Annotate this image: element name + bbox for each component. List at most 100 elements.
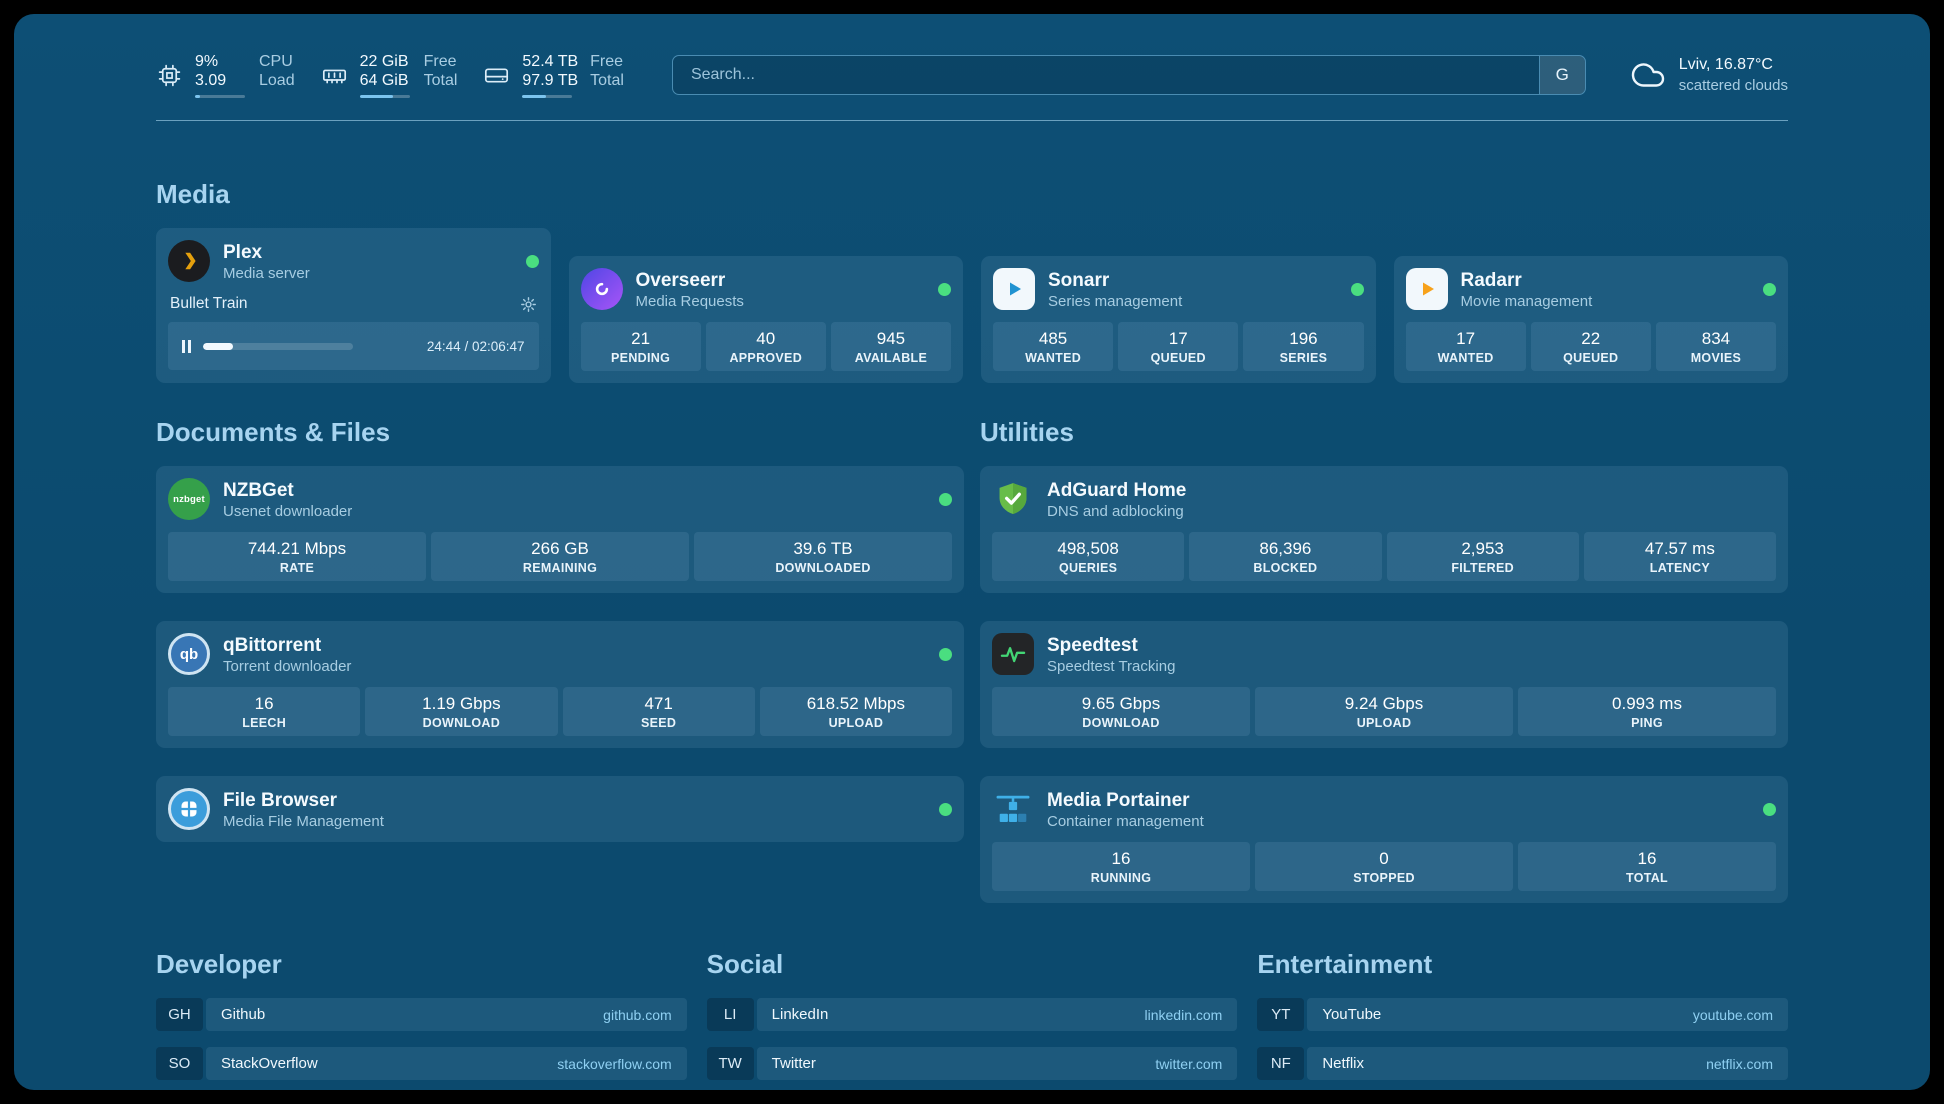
status-dot [939,647,952,661]
settings-icon[interactable] [520,296,537,313]
status-dot [525,254,539,268]
bookmark-group-developer: Developer GH Github github.com SO StackOv… [156,949,687,1090]
search-input[interactable] [672,56,1539,94]
now-playing-title: Bullet Train [170,295,248,312]
bookmark-url: youtube.com [1692,1006,1773,1023]
service-card-qbittorrent[interactable]: qb qBittorrent Torrent downloader 16 LEEC… [156,621,964,748]
service-stats: 485 WANTED 17 QUEUED 196 SERIES [993,322,1364,371]
radarr-icon [1405,268,1448,310]
bookmark-github[interactable]: GH Github github.com [156,998,687,1031]
status-dot [1350,282,1364,296]
weather-widget[interactable]: Lviv, 16.87°C scattered clouds [1630,54,1788,96]
bookmark-linkedin[interactable]: LI LinkedIn linkedin.com [706,998,1238,1031]
player-bar: 24:44 / 02:06:47 [168,322,539,370]
service-subtitle: Media File Management [223,812,384,830]
disk-values: 52.4 TB 97.9 TB [522,52,578,98]
service-subtitle: Series management [1048,292,1183,310]
stat-tile: 196 SERIES [1243,322,1364,371]
weather-condition: scattered clouds [1678,77,1788,94]
documents-heading: Documents & Files [156,417,391,447]
bookmark-url: twitter.com [1155,1055,1223,1072]
stat-tile: 16 RUNNING [992,842,1250,891]
service-card-plex[interactable]: Plex Media server Bullet Train [156,228,551,383]
utilities-heading: Utilities [980,417,1074,447]
service-card-nzbget[interactable]: nzbget NZBGet Usenet downloader 744.21 M… [156,466,964,593]
service-title: Speedtest [1047,634,1138,656]
cpu-percent: 9% [195,53,219,70]
disk-progress-bar [522,95,573,98]
memory-free: 22 GiB [359,53,409,70]
status-dot [1763,282,1776,296]
cpu-icon [158,64,181,86]
cpu-values: 9% 3.09 [195,52,247,98]
service-title: Sonarr [1048,269,1110,291]
service-card-overseerr[interactable]: Overseerr Media Requests 21 PENDING 40 APP… [568,256,963,383]
stat-tile: 22 QUEUED [1530,322,1651,371]
service-title: Radarr [1460,269,1522,291]
stat-tile: 0 STOPPED [1255,842,1513,891]
bookmark-abbr: TW [706,1047,754,1080]
bookmark-stackoverflow[interactable]: SO StackOverflow stackoverflow.com [156,1047,687,1080]
service-stats: 498,508 QUERIES 86,396 BLOCKED 2,953 FILTER… [992,532,1776,581]
stat-tile: 9.24 Gbps UPLOAD [1255,687,1513,736]
stat-tile: 16 TOTAL [1518,842,1776,891]
service-title: NZBGet [223,479,294,501]
section-utilities: Utilities AdGuard Home [980,417,1788,903]
sonarr-icon [993,268,1035,310]
filebrowser-icon [168,788,210,830]
service-subtitle: Speedtest Tracking [1047,657,1176,675]
stat-tile: 834 MOVIES [1655,322,1777,371]
bookmark-abbr: SO [156,1047,203,1080]
bookmark-url: linkedin.com [1144,1006,1223,1023]
service-stats: 16 LEECH 1.19 Gbps DOWNLOAD 471 SEED 618.52… [168,687,952,736]
stat-tile: 21 PENDING [580,322,701,371]
disk-widget: 52.4 TB 97.9 TB Free Total [483,52,624,98]
stat-tile: 618.52 Mbps UPLOAD [759,687,952,736]
service-subtitle: Movie management [1460,292,1593,310]
service-card-sonarr[interactable]: Sonarr Series management 485 WANTED 17 QUE… [981,256,1376,383]
section-media: Media Plex Media server [156,179,1788,383]
service-subtitle: Torrent downloader [223,657,352,675]
entertainment-heading: Entertainment [1257,949,1433,979]
service-stats: 744.21 Mbps RATE 266 GB REMAINING 39.6 TB D… [168,532,952,581]
stat-tile: 1.19 Gbps DOWNLOAD [365,687,558,736]
cpu-load: 3.09 [195,72,227,89]
disk-labels: Free Total [590,53,624,89]
service-card-portainer[interactable]: Media Portainer Container management 16 R… [980,776,1788,903]
cpu-widget: 9% 3.09 CPU Load [156,52,295,98]
plex-icon [168,240,210,282]
developer-heading: Developer [156,949,282,979]
stat-tile: 17 QUEUED [1118,322,1239,371]
stat-tile: 47.57 ms LATENCY [1583,532,1776,581]
cpu-progress-bar [195,95,245,98]
service-subtitle: Media server [223,264,310,282]
bookmark-twitter[interactable]: TW Twitter twitter.com [706,1047,1238,1080]
section-documents: Documents & Files nzbget NZBGet Usenet d… [156,417,964,842]
service-card-adguard[interactable]: AdGuard Home DNS and adblocking 498,508 Q… [980,466,1788,593]
bookmark-netflix[interactable]: NF Netflix netflix.com [1257,1047,1788,1080]
bookmark-youtube[interactable]: YT YouTube youtube.com [1257,998,1788,1031]
status-dot [1763,802,1776,816]
topbar-divider [156,120,1788,121]
playback-progress[interactable] [203,342,353,350]
pause-icon[interactable] [182,339,191,353]
service-stats: 17 WANTED 22 QUEUED 834 MOVIES [1405,322,1777,371]
service-title: Plex [223,241,263,263]
stat-tile: 39.6 TB DOWNLOADED [694,532,952,581]
service-card-radarr[interactable]: Radarr Movie management 17 WANTED 22 QUEUE… [1393,256,1788,383]
search-provider-button[interactable]: G [1538,56,1585,94]
resource-widgets: 9% 3.09 CPU Load 22 GiB [156,52,624,98]
memory-total: 64 GiB [359,72,409,89]
service-subtitle: Media Requests [635,292,744,310]
disk-total: 97.9 TB [522,72,579,89]
service-title: AdGuard Home [1047,479,1187,501]
bookmark-name: StackOverflow [221,1055,318,1072]
service-card-speedtest[interactable]: Speedtest Speedtest Tracking 9.65 Gbps DO… [980,621,1788,748]
stat-tile: 744.21 Mbps RATE [168,532,426,581]
service-subtitle: DNS and adblocking [1047,502,1184,520]
stat-tile: 498,508 QUERIES [992,532,1185,581]
status-dot [939,492,952,506]
bookmark-abbr: GH [156,998,203,1031]
service-card-filebrowser[interactable]: File Browser Media File Management [156,776,964,842]
nzbget-icon: nzbget [168,478,210,520]
